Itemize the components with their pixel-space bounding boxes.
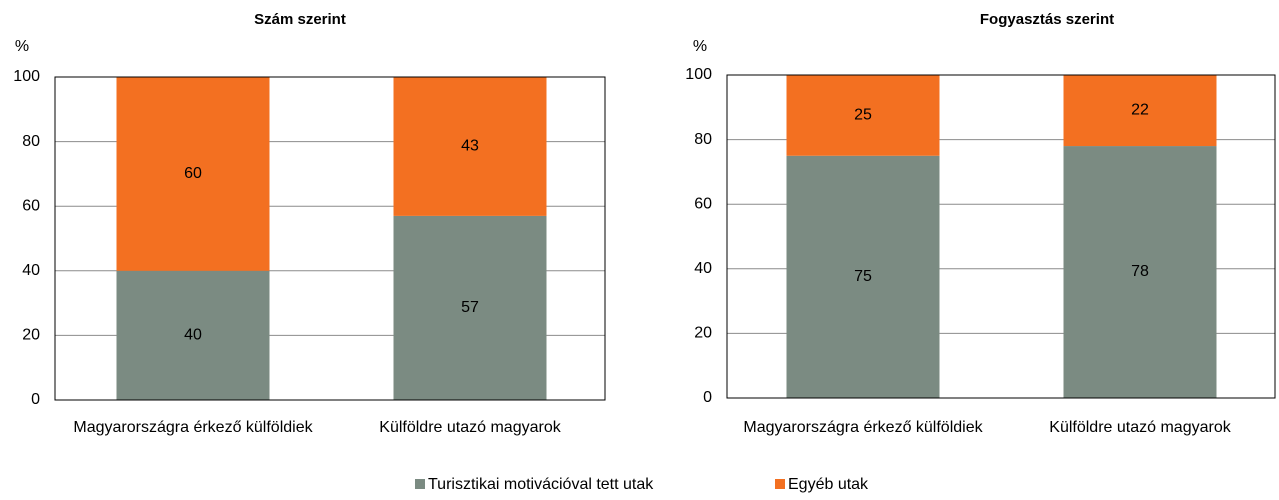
x-tick-label: Magyarországra érkező külföldiek [73, 419, 313, 436]
y-tick-label: 20 [694, 325, 712, 342]
x-tick-label: Külföldre utazó magyarok [379, 419, 561, 436]
y-tick-label: 0 [31, 391, 40, 408]
y-axis-label: % [15, 38, 29, 55]
bar-segment [786, 155, 940, 398]
bar-segment [393, 77, 547, 216]
bar-segment [393, 215, 547, 400]
y-tick-label: 100 [685, 66, 712, 83]
data-label: 40 [184, 327, 202, 344]
chart-title: Fogyasztás szerint [980, 11, 1114, 28]
y-tick-label: 0 [703, 389, 712, 406]
legend-swatch [775, 479, 785, 489]
bar-segment [1063, 146, 1217, 398]
data-label: 25 [854, 107, 872, 124]
x-tick-label: Külföldre utazó magyarok [1049, 419, 1231, 436]
legend-label: Egyéb utak [788, 476, 869, 493]
data-label: 22 [1131, 102, 1149, 119]
data-label: 78 [1131, 263, 1149, 280]
legend-swatch [415, 479, 425, 489]
plot-border [726, 74, 1276, 399]
y-tick-label: 40 [22, 262, 40, 279]
y-tick-label: 100 [13, 68, 40, 85]
legend-label: Turisztikai motivációval tett utak [428, 476, 654, 493]
x-tick-label: Magyarországra érkező külföldiek [743, 419, 983, 436]
y-tick-label: 80 [22, 133, 40, 150]
y-tick-label: 60 [694, 195, 712, 212]
y-tick-label: 80 [694, 131, 712, 148]
y-tick-label: 60 [22, 197, 40, 214]
bar-segment [1063, 75, 1217, 147]
data-label: 60 [184, 165, 202, 182]
data-label: 57 [461, 299, 479, 316]
chart-title: Szám szerint [254, 11, 346, 28]
y-tick-label: 40 [694, 260, 712, 277]
bar-segment [116, 77, 270, 271]
y-axis-label: % [693, 38, 707, 55]
data-label: 75 [854, 268, 872, 285]
y-tick-label: 20 [22, 327, 40, 344]
data-label: 43 [461, 138, 479, 155]
bar-segment [116, 270, 270, 400]
bar-segment [786, 75, 940, 156]
plot-border [54, 76, 606, 401]
